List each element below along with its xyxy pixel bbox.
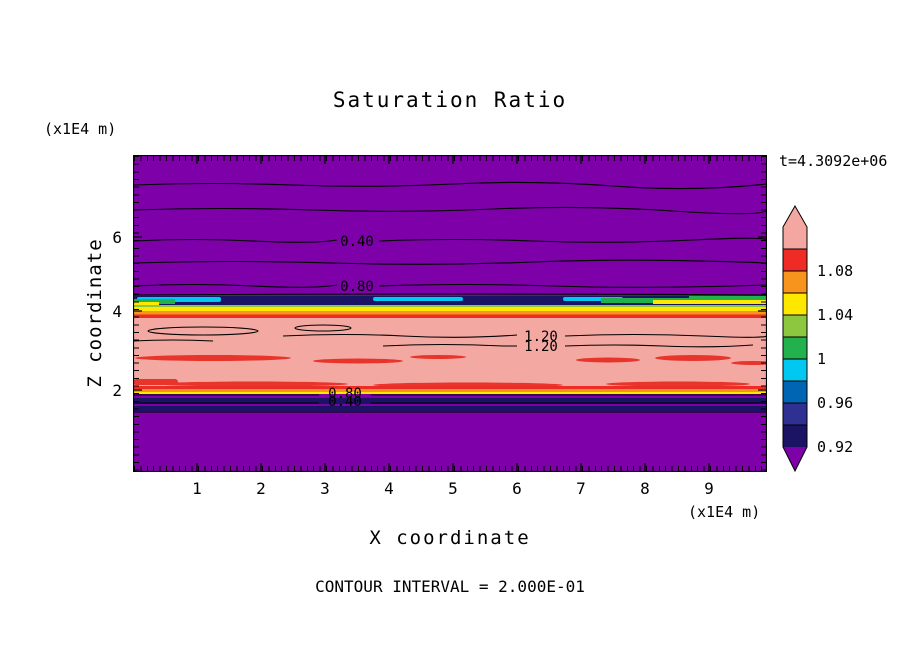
contour-plot: 0.40 0.80 1.20 1.20 0.80 0.40 [133,155,767,472]
colorbar [782,205,808,473]
transition-band-upper [133,296,767,318]
x-tick-7: 7 [576,479,586,498]
minor-ticks-top [134,156,766,161]
contour-label-080-lower: 0.80 [328,386,362,402]
colorbar-label-100: 1 [817,350,827,368]
contour-lines-upper [133,181,767,296]
y-tick-4: 4 [112,302,122,321]
x-axis-units: (x1E4 m) [688,503,761,521]
y-tick-2: 2 [112,381,122,400]
x-tick-6: 6 [512,479,522,498]
colorbar-label-104: 1.04 [817,306,854,324]
minor-ticks-bottom [134,466,766,471]
minor-ticks-left [134,156,139,471]
x-tick-5: 5 [448,479,458,498]
contour-label-040-lower: 0.40 [328,394,362,410]
x-tick-2: 2 [256,479,266,498]
colorbar-segments [783,227,807,447]
colorbar-label-096: 0.96 [817,394,854,412]
contour-value-labels: 0.40 0.80 1.20 1.20 0.80 0.40 [328,234,558,410]
y-tick-6: 6 [112,228,122,247]
x-tick-1: 1 [192,479,202,498]
contour-lines-lower [133,394,767,413]
contour-label-120-a: 1.20 [524,329,558,345]
x-tick-3: 3 [320,479,330,498]
x-tick-9: 9 [704,479,714,498]
contour-label-040-upper: 0.40 [340,234,374,250]
colorbar-outline [782,205,808,473]
colorbar-label-092: 0.92 [817,438,854,456]
minor-ticks-right [761,156,766,471]
colorbar-arrow-top [783,206,807,227]
contour-label-080-upper: 0.80 [340,279,374,295]
contour-label-120-b: 1.20 [524,339,558,355]
salmon-band [133,318,767,388]
time-annotation: t=4.3092e+06 [779,152,888,170]
contour-interval-caption: CONTOUR INTERVAL = 2.000E-01 [315,577,585,596]
x-tick-4: 4 [384,479,394,498]
plot-frame [133,155,767,472]
y-axis-units: (x1E4 m) [44,120,117,138]
x-axis-title: X coordinate [369,527,531,549]
x-tick-8: 8 [640,479,650,498]
transition-band-lower [133,386,767,411]
colorbar-arrow-bottom [783,447,807,471]
chart-title: Saturation Ratio [332,88,568,112]
colorbar-label-108: 1.08 [817,262,854,280]
